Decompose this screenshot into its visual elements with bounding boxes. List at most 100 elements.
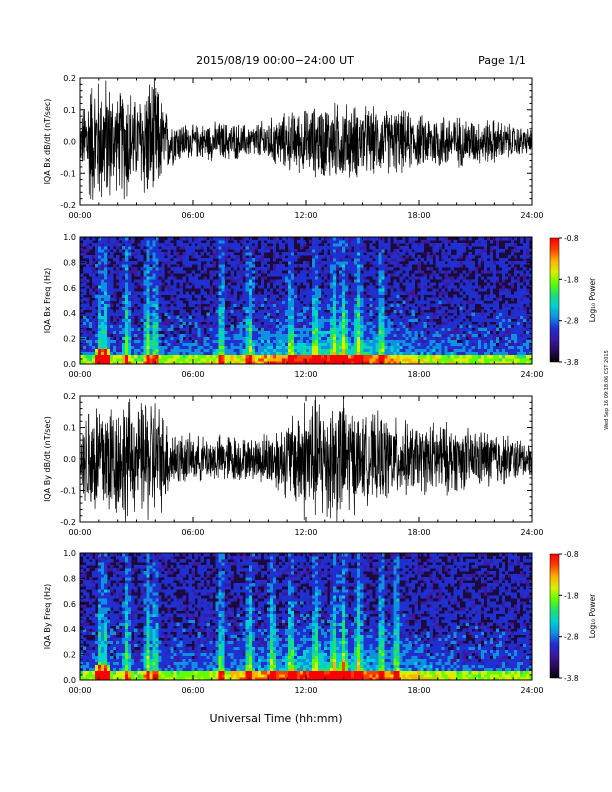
spectrogram-cell bbox=[197, 318, 201, 322]
spectrogram-cell bbox=[456, 264, 460, 268]
spectrogram-cell bbox=[435, 309, 439, 313]
spectrogram-cell bbox=[456, 327, 460, 332]
spectrogram-cell bbox=[447, 246, 451, 250]
spectrogram-cell bbox=[146, 303, 150, 307]
spectrogram-cell bbox=[209, 309, 213, 313]
spectrogram-cell bbox=[504, 345, 509, 350]
spectrogram-cell bbox=[372, 249, 376, 253]
spectrogram-cell bbox=[489, 249, 494, 253]
spectrogram-cell bbox=[510, 345, 515, 350]
spectrogram-cell bbox=[423, 306, 427, 310]
spectrogram-cell bbox=[233, 246, 237, 250]
spectrogram-cell bbox=[501, 264, 506, 268]
spectrogram-cell bbox=[197, 330, 201, 335]
spectrogram-cell bbox=[501, 315, 506, 319]
spectrogram-cell bbox=[318, 309, 322, 313]
spectrogram-cell bbox=[194, 300, 198, 304]
spectrogram-cell bbox=[399, 288, 403, 292]
spectrogram-cell bbox=[375, 264, 379, 268]
spectrogram-cell bbox=[390, 315, 394, 319]
spectrogram-cell bbox=[351, 333, 355, 338]
spectrogram-cell bbox=[221, 324, 225, 329]
spectrogram-cell bbox=[182, 309, 186, 313]
spectrogram-cell bbox=[158, 318, 162, 322]
spectrogram-cell bbox=[324, 270, 328, 274]
spectrogram-cell bbox=[459, 243, 463, 247]
spectrogram-cell bbox=[200, 243, 204, 247]
spectrogram-cell bbox=[402, 306, 406, 310]
spectrogram-cell bbox=[366, 336, 370, 341]
spectrogram-cell bbox=[387, 360, 391, 365]
spectrogram-cell bbox=[149, 300, 153, 304]
spectrogram-cell bbox=[327, 351, 331, 356]
spectrogram-cell bbox=[345, 342, 349, 347]
spectrogram-cell bbox=[257, 303, 262, 307]
spectrogram-cell bbox=[170, 318, 174, 322]
spectrogram-cell bbox=[384, 348, 388, 353]
spectrogram-cell bbox=[281, 309, 286, 313]
spectrogram-cell bbox=[330, 297, 334, 301]
spectrogram-cell bbox=[122, 237, 126, 241]
spectrogram-cell bbox=[281, 237, 286, 241]
spectrogram-cell bbox=[429, 243, 433, 247]
spectrogram-cell bbox=[122, 270, 126, 274]
spectrogram-cell bbox=[152, 240, 156, 244]
spectrogram-cell bbox=[510, 297, 515, 301]
spectrogram-cell bbox=[224, 297, 228, 301]
spectrogram-cell bbox=[149, 306, 153, 310]
spectrogram-cell bbox=[360, 300, 364, 304]
spectrogram-cell bbox=[263, 336, 268, 341]
spectrogram-cell bbox=[387, 240, 391, 244]
spectrogram-cell bbox=[465, 273, 470, 277]
spectrogram-cell bbox=[513, 324, 518, 329]
spectrogram-cell bbox=[453, 345, 457, 350]
spectrogram-cell bbox=[245, 246, 250, 250]
spectrogram-cell bbox=[284, 312, 289, 316]
spectrogram-cell bbox=[263, 303, 268, 307]
spectrogram-cell bbox=[233, 312, 237, 316]
spectrogram-cell bbox=[80, 252, 84, 256]
spectrogram-cell bbox=[218, 360, 222, 365]
spectrogram-cell bbox=[384, 330, 388, 335]
spectrogram-cell bbox=[170, 255, 174, 259]
spectrogram-cell bbox=[426, 252, 430, 256]
spectrogram-cell bbox=[381, 249, 385, 253]
spectrogram-cell bbox=[275, 336, 280, 341]
spectrogram-cell bbox=[149, 270, 153, 274]
spectrogram-cell bbox=[363, 315, 367, 319]
spectrogram-cell bbox=[426, 321, 430, 325]
spectrogram-cell bbox=[414, 309, 418, 313]
spectrogram-cell bbox=[239, 330, 244, 335]
spectrogram-cell bbox=[137, 321, 141, 325]
spectrogram-cell bbox=[158, 258, 162, 262]
spectrogram-cell bbox=[375, 324, 379, 329]
spectrogram-cell bbox=[158, 342, 162, 347]
spectrogram-cell bbox=[299, 321, 304, 325]
spectrogram-cell bbox=[290, 318, 295, 322]
spectrogram-cell bbox=[137, 330, 141, 335]
spectrogram-cell bbox=[474, 318, 479, 322]
spectrogram-cell bbox=[324, 324, 328, 329]
spectrogram-cell bbox=[149, 345, 153, 350]
spectrogram-cell bbox=[101, 336, 105, 341]
spectrogram-cell bbox=[474, 276, 479, 280]
spectrogram-cell bbox=[230, 303, 234, 307]
spectrogram-cell bbox=[227, 294, 231, 298]
spectrogram-cell bbox=[119, 243, 123, 247]
spectrogram-cell bbox=[438, 339, 442, 344]
spectrogram-cell bbox=[230, 327, 234, 332]
spectrogram-cell bbox=[504, 246, 509, 250]
spectrogram-cell bbox=[453, 270, 457, 274]
spectrogram-cell bbox=[447, 252, 451, 256]
spectrogram-cell bbox=[164, 291, 168, 295]
spectrogram-cell bbox=[384, 360, 388, 365]
spectrogram-cell bbox=[212, 333, 216, 338]
spectrogram-cell bbox=[372, 333, 376, 338]
spectrogram-cell bbox=[227, 306, 231, 310]
spectrogram-cell bbox=[191, 354, 195, 359]
spectrogram-cell bbox=[221, 282, 225, 286]
spectrogram-cell bbox=[363, 357, 367, 362]
spectrogram-cell bbox=[113, 345, 117, 350]
spectrogram-cell bbox=[354, 345, 358, 350]
spectrogram-cell bbox=[110, 273, 114, 277]
